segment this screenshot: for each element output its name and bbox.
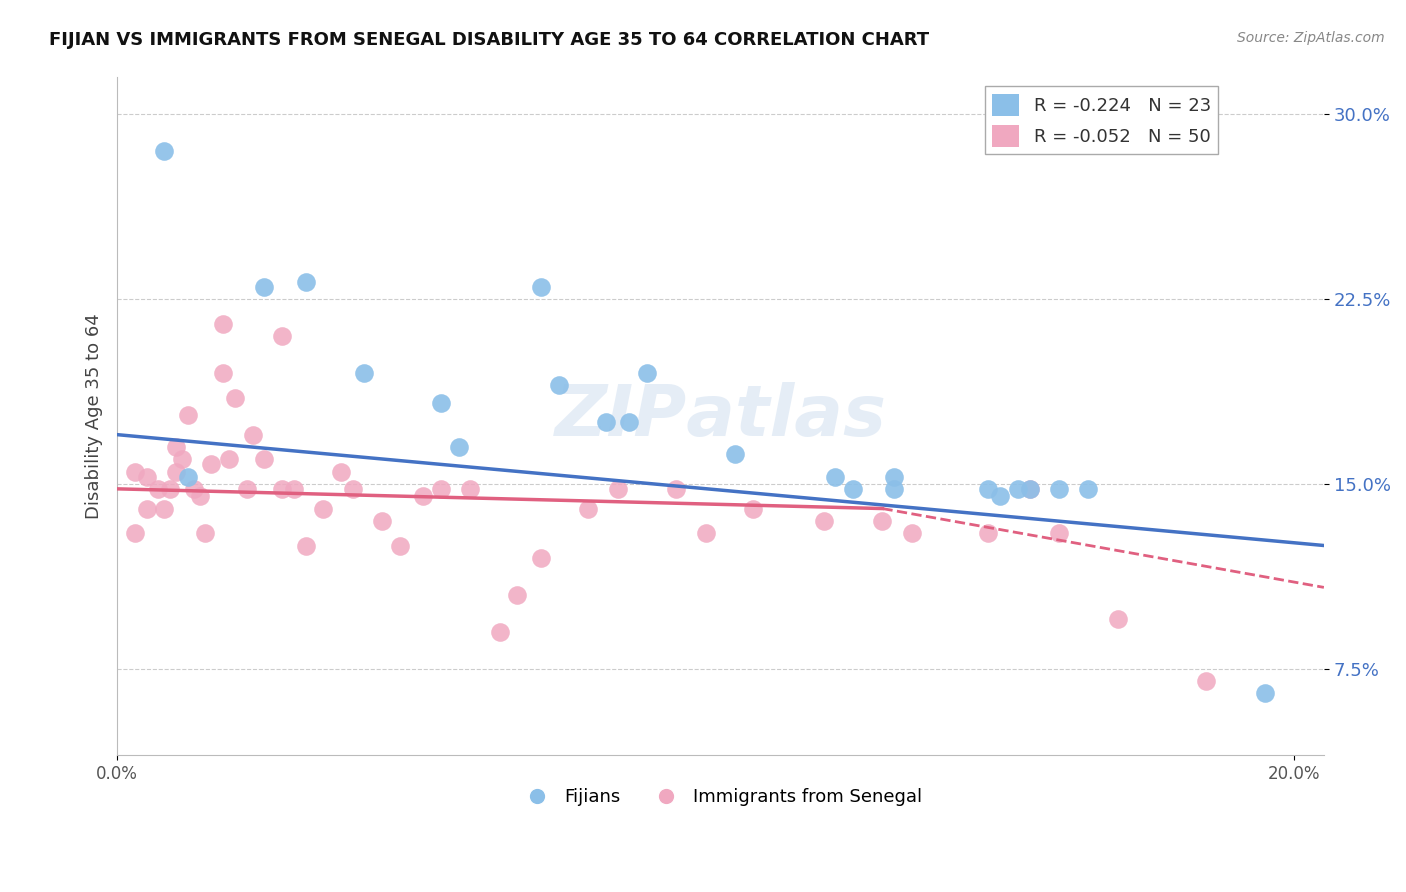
- Point: [159, 482, 181, 496]
- Point: [1195, 673, 1218, 688]
- Point: [218, 452, 240, 467]
- Point: [447, 440, 470, 454]
- Point: [253, 452, 276, 467]
- Point: [170, 452, 193, 467]
- Point: [636, 366, 658, 380]
- Point: [283, 482, 305, 496]
- Point: [224, 391, 246, 405]
- Point: [342, 482, 364, 496]
- Point: [183, 482, 205, 496]
- Point: [124, 526, 146, 541]
- Point: [606, 482, 628, 496]
- Point: [353, 366, 375, 380]
- Point: [371, 514, 394, 528]
- Point: [430, 395, 453, 409]
- Point: [988, 489, 1011, 503]
- Point: [742, 501, 765, 516]
- Point: [1047, 526, 1070, 541]
- Point: [547, 378, 569, 392]
- Point: [148, 482, 170, 496]
- Text: FIJIAN VS IMMIGRANTS FROM SENEGAL DISABILITY AGE 35 TO 64 CORRELATION CHART: FIJIAN VS IMMIGRANTS FROM SENEGAL DISABI…: [49, 31, 929, 49]
- Point: [200, 457, 222, 471]
- Point: [135, 469, 157, 483]
- Point: [1254, 686, 1277, 700]
- Point: [506, 588, 529, 602]
- Point: [665, 482, 688, 496]
- Point: [595, 415, 617, 429]
- Point: [329, 465, 352, 479]
- Point: [153, 501, 176, 516]
- Point: [576, 501, 599, 516]
- Point: [188, 489, 211, 503]
- Point: [135, 501, 157, 516]
- Point: [412, 489, 434, 503]
- Point: [124, 465, 146, 479]
- Point: [977, 526, 1000, 541]
- Point: [294, 275, 316, 289]
- Point: [460, 482, 482, 496]
- Point: [177, 469, 200, 483]
- Point: [271, 329, 294, 343]
- Point: [242, 427, 264, 442]
- Point: [488, 624, 510, 639]
- Point: [724, 447, 747, 461]
- Point: [253, 280, 276, 294]
- Point: [883, 482, 905, 496]
- Point: [177, 408, 200, 422]
- Point: [153, 145, 176, 159]
- Point: [977, 482, 1000, 496]
- Point: [165, 465, 187, 479]
- Point: [1007, 482, 1029, 496]
- Point: [901, 526, 924, 541]
- Point: [388, 539, 411, 553]
- Point: [194, 526, 217, 541]
- Y-axis label: Disability Age 35 to 64: Disability Age 35 to 64: [86, 313, 103, 519]
- Point: [294, 539, 316, 553]
- Point: [1018, 482, 1040, 496]
- Point: [1018, 482, 1040, 496]
- Point: [271, 482, 294, 496]
- Point: [695, 526, 717, 541]
- Point: [530, 280, 553, 294]
- Legend: Fijians, Immigrants from Senegal: Fijians, Immigrants from Senegal: [512, 781, 929, 814]
- Point: [165, 440, 187, 454]
- Point: [813, 514, 835, 528]
- Point: [312, 501, 335, 516]
- Point: [1107, 612, 1129, 626]
- Point: [619, 415, 641, 429]
- Point: [235, 482, 257, 496]
- Point: [872, 514, 894, 528]
- Text: Source: ZipAtlas.com: Source: ZipAtlas.com: [1237, 31, 1385, 45]
- Point: [1047, 482, 1070, 496]
- Point: [212, 366, 235, 380]
- Text: ZIP​atlas: ZIP​atlas: [554, 382, 887, 450]
- Point: [824, 469, 846, 483]
- Point: [430, 482, 453, 496]
- Point: [883, 469, 905, 483]
- Point: [530, 550, 553, 565]
- Point: [842, 482, 865, 496]
- Point: [212, 317, 235, 331]
- Point: [1077, 482, 1099, 496]
